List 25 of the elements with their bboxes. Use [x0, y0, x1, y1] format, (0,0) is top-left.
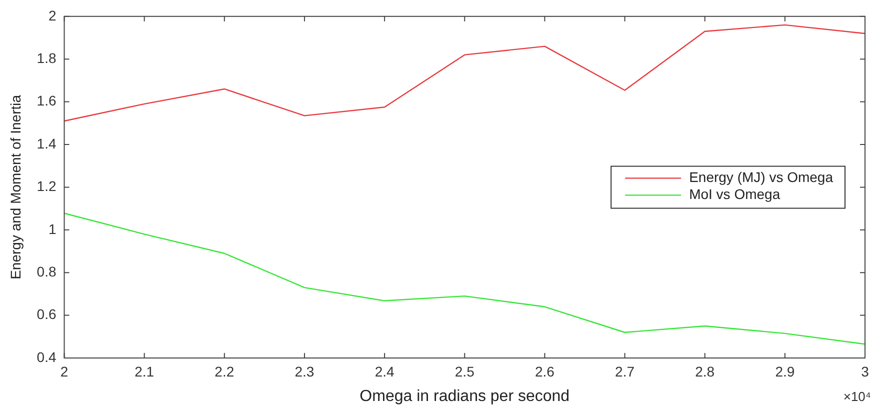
legend-label: MoI vs Omega	[689, 186, 780, 202]
x-tick-label: 2.4	[374, 363, 394, 380]
y-tick-label: 0.4	[36, 348, 56, 365]
text: ×10⁴	[843, 389, 871, 404]
y-tick-label: 0.6	[36, 306, 56, 322]
x-tick-label: 2.9	[775, 363, 795, 380]
x-tick-label: 3	[861, 363, 870, 380]
x-tick-label: 2.6	[534, 363, 555, 380]
x-tick-label: 2.1	[134, 363, 154, 380]
y-tick-label: 0.8	[36, 263, 56, 280]
y-axis-title: Energy and Moment of Inertia	[7, 94, 24, 280]
x-tick-label: 2.2	[214, 363, 234, 380]
y-tick-label: 1.4	[36, 135, 56, 152]
y-tick-label: 1	[48, 220, 56, 237]
y-tick-label: 2	[48, 7, 56, 24]
y-tick-label: 1.8	[36, 50, 56, 66]
y-tick-label: 1.6	[36, 92, 56, 109]
x-tick-label: 2.5	[454, 363, 475, 380]
y-tick-label: 1.2	[36, 178, 56, 194]
x-axis-title: Omega in radians per second	[360, 388, 570, 405]
x-tick-label: 2.8	[695, 363, 715, 380]
x-tick-label: 2	[60, 363, 68, 380]
x-tick-label: 2.3	[294, 363, 314, 380]
legend-label: Energy (MJ) vs Omega	[689, 169, 834, 186]
x-tick-label: 2.7	[615, 363, 635, 380]
